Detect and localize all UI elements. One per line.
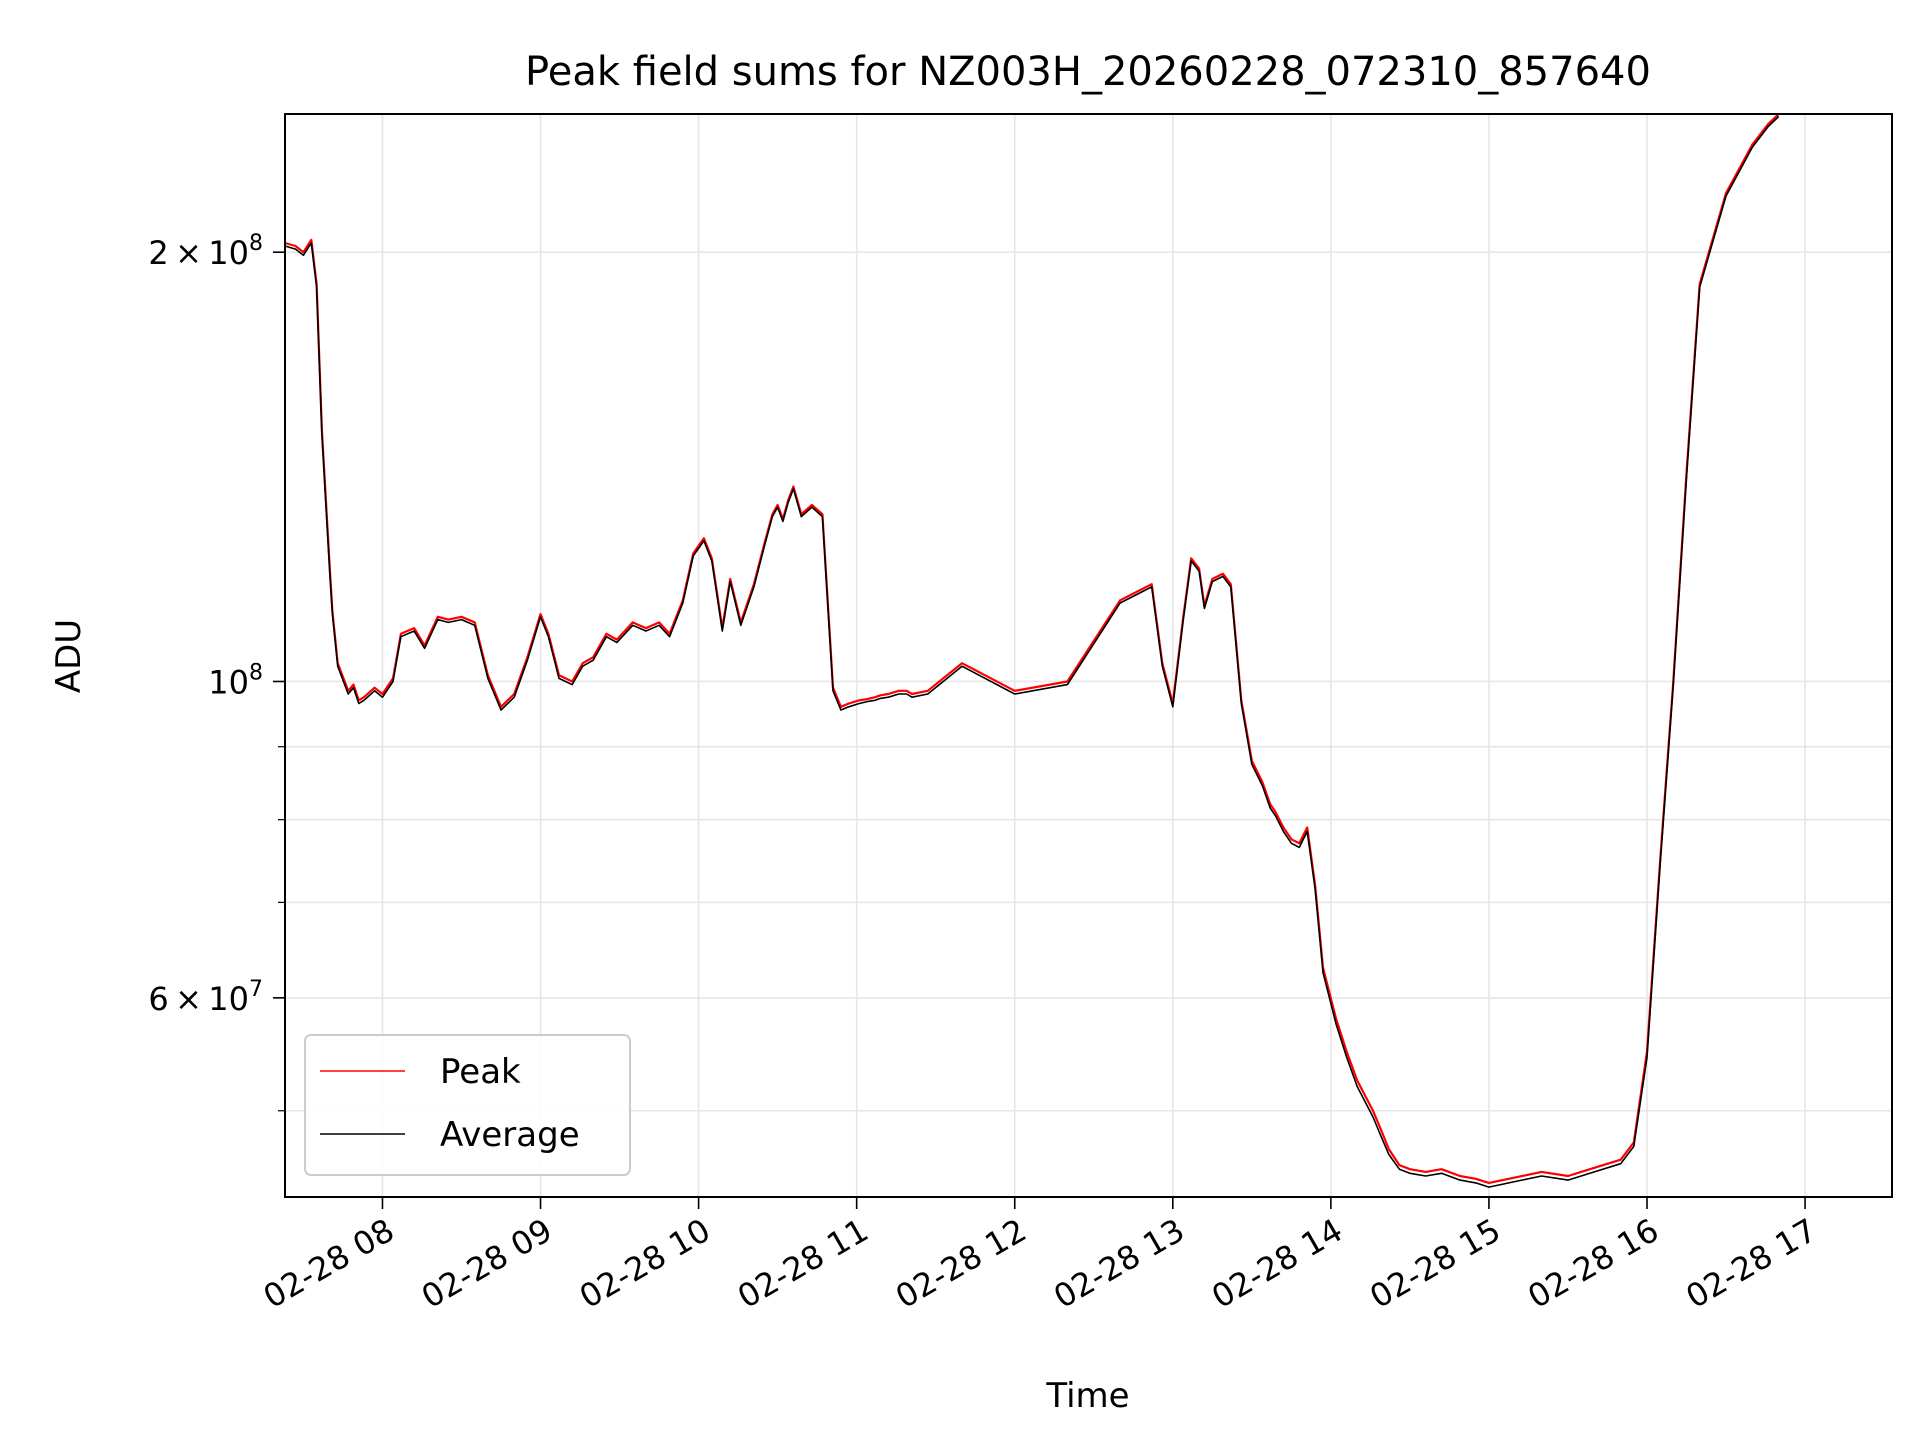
y-axis-label: ADU <box>49 619 89 693</box>
legend-label-peak: Peak <box>440 1052 521 1092</box>
series-line-average <box>284 115 1780 1188</box>
grid <box>285 114 1892 1197</box>
y-tick-label: 6 × 107 <box>148 977 263 1018</box>
chart-title: Peak field sums for NZ003H_20260228_0723… <box>525 49 1651 95</box>
x-axis-label: Time <box>1045 1376 1129 1416</box>
legend: Peak Average <box>304 1034 631 1176</box>
y-tick-label: 2 × 108 <box>148 231 263 272</box>
series-layer <box>284 113 1780 1188</box>
legend-box <box>304 1034 631 1176</box>
plot-frame <box>284 113 1893 1198</box>
series-line-peak <box>284 113 1780 1185</box>
legend-label-average: Average <box>440 1115 580 1155</box>
